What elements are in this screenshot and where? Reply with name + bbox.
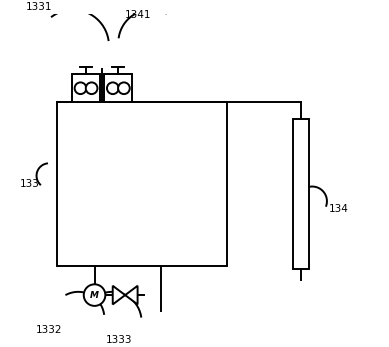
Circle shape xyxy=(107,82,119,94)
Text: 1331: 1331 xyxy=(26,2,52,12)
Bar xyxy=(293,118,309,269)
Circle shape xyxy=(84,284,105,306)
Bar xyxy=(72,74,100,102)
Bar xyxy=(105,74,132,102)
Text: 134: 134 xyxy=(328,204,348,214)
Text: M: M xyxy=(90,290,99,299)
Text: 1332: 1332 xyxy=(35,325,62,335)
Circle shape xyxy=(86,82,98,94)
Bar xyxy=(57,102,227,266)
Polygon shape xyxy=(125,286,138,304)
Polygon shape xyxy=(113,286,125,304)
Text: 133: 133 xyxy=(19,179,39,189)
Circle shape xyxy=(75,82,86,94)
Circle shape xyxy=(118,82,130,94)
Text: 1341: 1341 xyxy=(125,10,152,20)
Text: 1333: 1333 xyxy=(105,335,132,345)
